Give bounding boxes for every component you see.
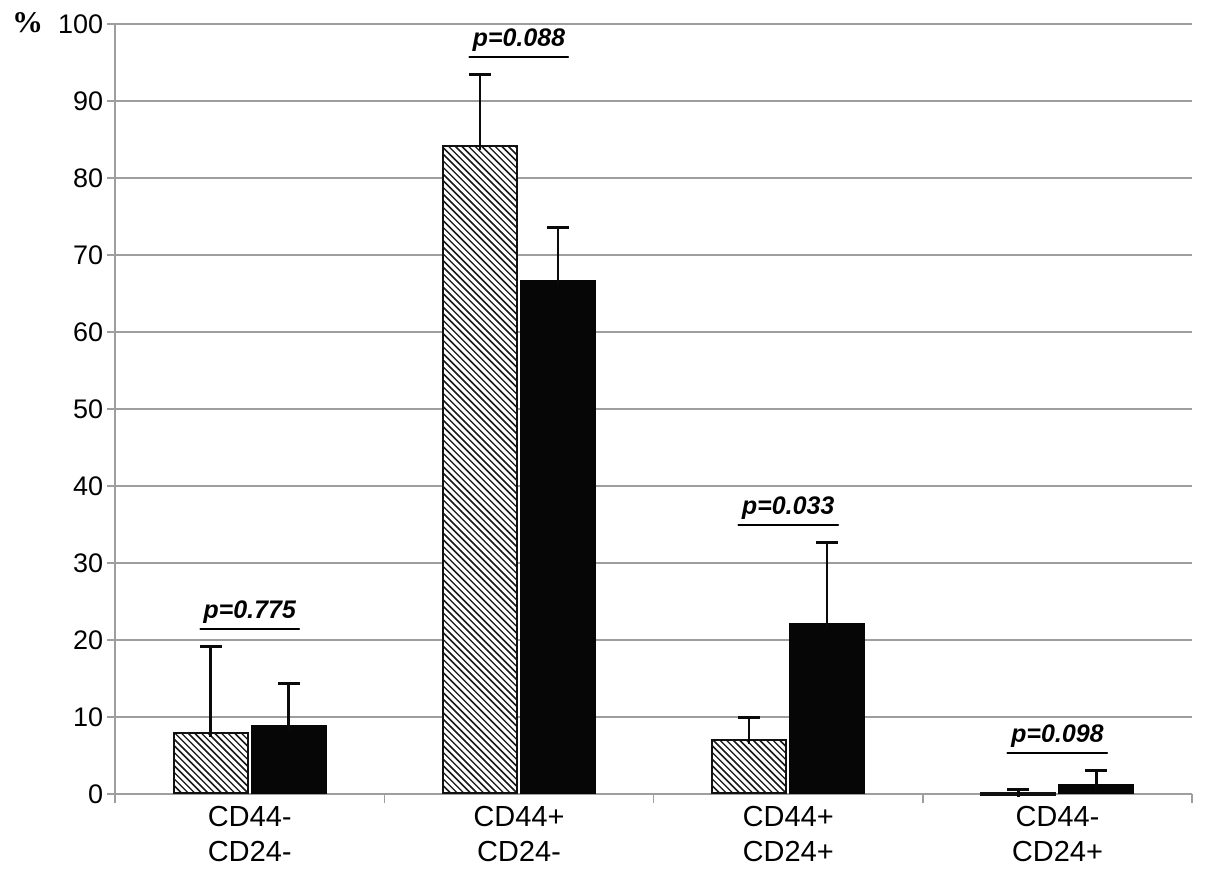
error-bar-line-solid-black-bars-3 — [825, 542, 829, 629]
p-value-label-3: p=0.033 — [737, 492, 839, 526]
x-axis-boundary-tick-2 — [652, 794, 655, 803]
error-bar-line-hatched-bars-2 — [478, 74, 482, 150]
y-axis-tick-100 — [107, 23, 115, 25]
error-bar-cap-solid-black-bars-2 — [546, 225, 569, 229]
gridline-40 — [115, 485, 1192, 487]
y-axis-tick-80 — [107, 177, 115, 179]
error-bar-line-solid-black-bars-4 — [1095, 770, 1098, 789]
category-label-3: CD44+ CD24+ — [654, 800, 923, 870]
gridline-10 — [115, 716, 1192, 718]
y-axis-tick-30 — [107, 562, 115, 564]
solid-black-bar-1 — [250, 725, 327, 794]
gridline-60 — [115, 331, 1192, 333]
gridline-30 — [115, 562, 1192, 564]
category-label-line1: CD44+ — [473, 801, 565, 833]
error-bar-cap-hatched-bars-4 — [1007, 787, 1030, 791]
y-axis-tick-50 — [107, 408, 115, 410]
y-tick-label-10: 10 — [72, 702, 103, 732]
y-axis-tick-20 — [107, 639, 115, 641]
y-tick-label-0: 0 — [87, 779, 103, 809]
y-axis-tick-40 — [107, 485, 115, 487]
error-bar-cap-solid-black-bars-3 — [816, 541, 839, 545]
y-tick-label-30: 30 — [72, 548, 103, 578]
y-axis-tick-60 — [107, 331, 115, 333]
gridline-100 — [115, 23, 1192, 25]
hatched-bar-3 — [711, 738, 788, 794]
error-bar-line-solid-black-bars-2 — [556, 227, 560, 285]
gridline-80 — [115, 177, 1192, 179]
error-bar-cap-solid-black-bars-4 — [1085, 769, 1108, 773]
hatched-bar-2 — [441, 144, 518, 794]
category-label-line2: CD24- — [207, 836, 292, 868]
p-value-label-1: p=0.775 — [199, 596, 300, 630]
category-label-line2: CD24+ — [742, 836, 834, 868]
error-bar-line-hatched-bars-1 — [209, 646, 212, 737]
error-bar-cap-solid-black-bars-1 — [277, 681, 300, 685]
solid-black-bar-3 — [789, 623, 866, 794]
y-axis-unit-label: % — [12, 4, 43, 39]
error-bar-line-solid-black-bars-1 — [287, 683, 290, 731]
y-tick-label-20: 20 — [72, 625, 103, 655]
y-axis-line — [114, 24, 116, 803]
gridline-50 — [115, 408, 1192, 410]
p-value-label-4: p=0.098 — [1007, 720, 1108, 754]
y-axis-tick-70 — [107, 254, 115, 256]
x-axis-boundary-tick-1 — [383, 794, 385, 803]
y-axis-tick-0 — [107, 793, 115, 795]
category-label-1: CD44- CD24- — [115, 800, 384, 870]
gridline-70 — [115, 254, 1192, 256]
x-axis-boundary-tick-3 — [922, 794, 924, 803]
y-tick-label-70: 70 — [72, 240, 103, 270]
y-tick-label-90: 90 — [72, 86, 103, 116]
y-tick-label-40: 40 — [72, 471, 103, 501]
p-value-label-2: p=0.088 — [468, 24, 570, 58]
hatched-bar-1 — [172, 731, 249, 794]
category-label-line2: CD24+ — [1011, 836, 1103, 868]
y-tick-label-100: 100 — [57, 9, 103, 39]
solid-black-bar-2 — [519, 279, 596, 794]
gridline-20 — [115, 639, 1192, 641]
category-label-line1: CD44- — [1015, 801, 1100, 833]
error-bar-cap-hatched-bars-1 — [199, 645, 222, 649]
gridline-90 — [115, 100, 1192, 102]
solid-black-bar-4 — [1058, 783, 1135, 794]
y-axis-tick-90 — [107, 100, 115, 102]
y-tick-label-60: 60 — [72, 317, 103, 347]
category-label-2: CD44+ CD24- — [384, 800, 653, 870]
y-axis-tick-10 — [107, 716, 115, 718]
x-axis-boundary-tick-4 — [1191, 794, 1193, 803]
category-label-line2: CD24- — [476, 836, 561, 868]
y-tick-label-50: 50 — [72, 394, 103, 424]
error-bar-line-hatched-bars-3 — [747, 717, 751, 744]
error-bar-line-hatched-bars-4 — [1017, 789, 1020, 797]
category-label-line1: CD44+ — [742, 801, 834, 833]
error-bar-cap-hatched-bars-2 — [468, 73, 491, 77]
y-tick-label-80: 80 — [72, 163, 103, 193]
category-label-4: CD44- CD24+ — [923, 800, 1192, 870]
category-label-line1: CD44- — [207, 801, 292, 833]
error-bar-cap-hatched-bars-3 — [738, 715, 761, 719]
